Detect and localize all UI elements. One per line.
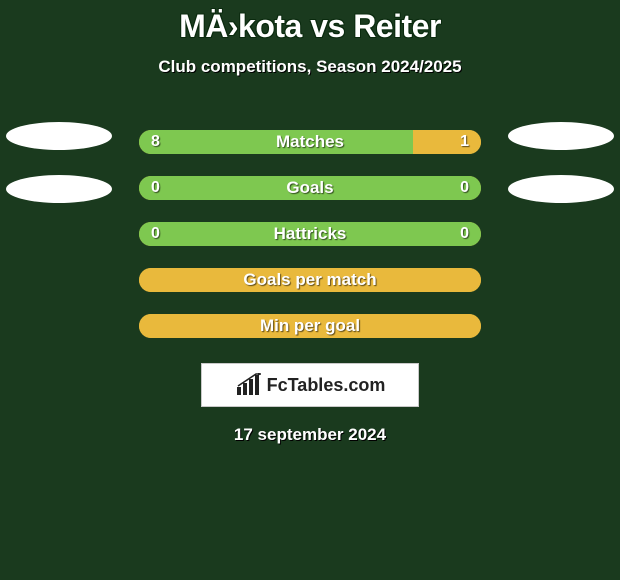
- stat-row: 8 1 Matches: [0, 119, 620, 165]
- stat-row: 0 0 Hattricks: [0, 211, 620, 257]
- stat-row: Min per goal: [0, 303, 620, 349]
- snapshot-date: 17 september 2024: [0, 425, 620, 445]
- page-subtitle: Club competitions, Season 2024/2025: [0, 57, 620, 77]
- comparison-rows: 8 1 Matches 0 0 Goals 0 0 Hattricks Goals per mat…: [0, 119, 620, 349]
- avatar-left: [6, 175, 112, 203]
- avatar-right: [508, 122, 614, 150]
- bar-fill-right: [413, 130, 481, 154]
- stat-bar: Min per goal: [139, 314, 481, 338]
- stat-bar: 0 0 Goals: [139, 176, 481, 200]
- stat-label: Min per goal: [260, 316, 360, 336]
- chart-icon: [235, 373, 263, 397]
- stat-value-left: 0: [151, 225, 160, 243]
- stat-bar: 8 1 Matches: [139, 130, 481, 154]
- stat-value-left: 0: [151, 179, 160, 197]
- stat-label: Matches: [276, 132, 344, 152]
- source-logo-text: FcTables.com: [267, 375, 386, 396]
- stat-value-right: 1: [460, 133, 469, 151]
- stat-row: Goals per match: [0, 257, 620, 303]
- stat-value-right: 0: [460, 225, 469, 243]
- stat-value-left: 8: [151, 133, 160, 151]
- stat-bar: Goals per match: [139, 268, 481, 292]
- stat-label: Goals per match: [243, 270, 376, 290]
- stat-label: Hattricks: [274, 224, 347, 244]
- stat-label: Goals: [286, 178, 333, 198]
- source-logo[interactable]: FcTables.com: [201, 363, 419, 407]
- stat-value-right: 0: [460, 179, 469, 197]
- avatar-left: [6, 122, 112, 150]
- stat-bar: 0 0 Hattricks: [139, 222, 481, 246]
- avatar-right: [508, 175, 614, 203]
- page-title: MÄ›kota vs Reiter: [0, 0, 620, 45]
- stat-row: 0 0 Goals: [0, 165, 620, 211]
